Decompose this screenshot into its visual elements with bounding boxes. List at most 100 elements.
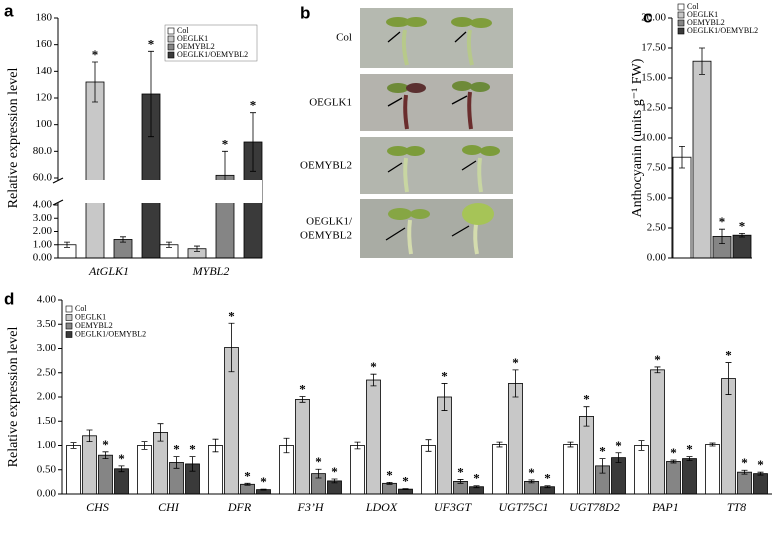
significance: * — [402, 474, 409, 489]
error-bar — [457, 479, 464, 484]
photo-label: OEGLK1 — [309, 97, 352, 109]
y-tick-label: 0.00 — [33, 252, 53, 264]
bar — [66, 445, 81, 495]
error-bar — [709, 442, 716, 447]
bar — [732, 234, 752, 259]
error-bar — [699, 47, 705, 75]
y-axis-label: Relative expression level — [6, 68, 21, 209]
error-bar — [173, 456, 180, 469]
error-bar — [544, 485, 551, 489]
legend-label: OEMYBL2 — [75, 321, 113, 330]
bar — [382, 482, 397, 495]
error-bar — [92, 61, 98, 103]
error-bar — [719, 228, 725, 244]
bar — [611, 457, 626, 495]
y-tick-label: 2.50 — [37, 366, 57, 378]
significance: * — [719, 214, 726, 229]
x-tick-label: TT8 — [727, 500, 746, 514]
y-tick-label: 0.00 — [37, 488, 57, 500]
legend-swatch — [167, 27, 175, 35]
error-bar — [64, 241, 70, 248]
y-tick-label: 2.00 — [37, 391, 57, 403]
y-tick-label: 120 — [36, 92, 53, 104]
error-bar — [120, 236, 126, 243]
legend-swatch — [65, 331, 73, 338]
bar — [753, 473, 768, 495]
bar — [137, 445, 152, 495]
legend-swatch — [65, 322, 73, 330]
bar — [692, 60, 712, 259]
significance: * — [92, 47, 99, 62]
x-tick-label: CHI — [158, 500, 180, 514]
error-bar — [148, 50, 154, 138]
bar — [492, 444, 507, 495]
error-bar — [615, 452, 622, 463]
bar — [579, 415, 594, 495]
error-bar — [739, 233, 745, 238]
y-tick-label: 1.50 — [37, 415, 57, 427]
bar — [672, 156, 692, 259]
y-axis-label: Anthocyanin (units g⁻¹ FW) — [630, 58, 645, 217]
x-tick-label: UF3GT — [434, 500, 473, 514]
bar — [153, 432, 168, 495]
photo-label: OEGLK1/ — [306, 216, 353, 228]
bar — [295, 399, 310, 495]
legend-label: OEGLK1 — [177, 34, 208, 43]
error-bar — [228, 322, 235, 373]
y-tick-label: 20.00 — [641, 12, 666, 24]
y-tick-label: 80.0 — [33, 145, 53, 157]
significance: * — [250, 98, 257, 113]
bar — [650, 369, 665, 495]
error-bar — [331, 478, 338, 484]
error-bar — [70, 442, 77, 449]
error-bar — [496, 441, 503, 448]
error-bar — [386, 481, 393, 485]
bar — [240, 483, 255, 495]
photo-panel: b — [300, 3, 513, 258]
significance: * — [473, 471, 480, 486]
significance: * — [457, 464, 464, 479]
legend-label: OEGLK1/OEMYBL2 — [687, 26, 758, 35]
x-tick-label: PAP1 — [651, 500, 678, 514]
photo-label: Col — [336, 32, 352, 44]
y-tick-label: 1.00 — [37, 439, 57, 451]
axis-break — [52, 180, 262, 203]
legend-swatch — [677, 19, 685, 27]
error-bar — [725, 362, 732, 395]
legend-box — [164, 24, 258, 62]
bar — [705, 444, 720, 495]
bar — [114, 468, 129, 495]
y-tick-label: 100 — [36, 118, 53, 130]
y-tick-label: 10.00 — [641, 132, 666, 144]
legend-label: OEMYBL2 — [687, 18, 725, 27]
legend-label: Col — [177, 26, 189, 35]
error-bar — [567, 441, 574, 448]
significance: * — [512, 355, 519, 370]
legend-swatch — [167, 51, 175, 59]
x-tick-label: AtGLK1 — [88, 264, 129, 278]
significance: * — [331, 464, 338, 479]
significance: * — [370, 359, 377, 374]
error-bar — [686, 456, 693, 461]
bar — [634, 445, 649, 495]
x-tick-label: LDOX — [365, 500, 398, 514]
bar — [208, 445, 223, 495]
legend-swatch — [677, 11, 685, 19]
y-tick-label: 60.0 — [33, 172, 53, 184]
error-bar — [425, 439, 432, 452]
error-bar — [102, 451, 109, 459]
error-bar — [299, 396, 306, 403]
y-tick-label: 180 — [36, 12, 53, 24]
error-bar — [194, 245, 200, 252]
significance: * — [670, 445, 677, 460]
bar — [508, 383, 523, 495]
error-bar — [141, 441, 148, 450]
y-tick-label: 3.00 — [33, 212, 53, 224]
error-bar — [670, 459, 677, 464]
legend-label: Col — [687, 2, 699, 11]
significance: * — [189, 442, 196, 457]
error-bar — [741, 469, 748, 475]
x-tick-label: UGT75C1 — [498, 500, 548, 514]
bar — [563, 444, 578, 495]
